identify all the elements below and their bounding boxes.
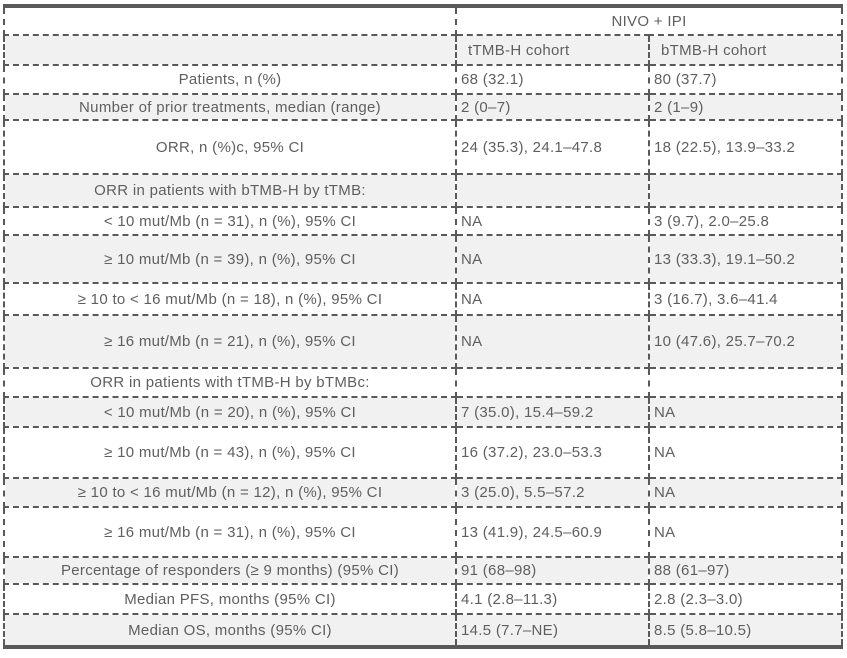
ttmb-value-cell: 14.5 (7.7–NE)	[455, 613, 650, 648]
ttmb-value-cell: NA	[455, 282, 650, 316]
table-body: Patients, n (%) 68 (32.1) 80 (37.7) Number …	[3, 64, 844, 648]
btmb-value-cell: 80 (37.7)	[647, 64, 844, 95]
table-row: ≥ 10 to < 16 mut/Mb (n = 18), n (%), 95%…	[3, 282, 844, 316]
btmb-value-cell: 88 (61–97)	[647, 556, 844, 585]
row-label-cell: ≥ 10 to < 16 mut/Mb (n = 12), n (%), 95%…	[3, 477, 457, 508]
ttmb-value-cell: 68 (32.1)	[455, 64, 650, 95]
btmb-value-cell: 10 (47.6), 25.7–70.2	[647, 314, 844, 369]
btmb-value-cell	[647, 173, 844, 208]
table-row: < 10 mut/Mb (n = 31), n (%), 95% CI NA 3 (…	[3, 206, 844, 236]
table-row: Median OS, months (95% CI) 14.5 (7.7–NE) 8…	[3, 613, 844, 648]
table-row: ORR, n (%)c, 95% CI 24 (35.3), 24.1–47.8 1…	[3, 119, 844, 175]
table-row: Percentage of responders (≥ 9 months) (9…	[3, 556, 844, 585]
row-label-cell: ORR in patients with bTMB-H by tTMB:	[3, 173, 457, 208]
table-row: Median PFS, months (95% CI) 4.1 (2.8–11.3…	[3, 583, 844, 615]
btmb-value-cell: NA	[647, 506, 844, 558]
btmb-value-cell: 13 (33.3), 19.1–50.2	[647, 234, 844, 284]
row-label-cell: Patients, n (%)	[3, 64, 457, 95]
column-header-row: tTMB-H cohort bTMB-H cohort	[3, 34, 844, 66]
row-label-cell: ORR, n (%)c, 95% CI	[3, 119, 457, 175]
btmb-value-cell: NA	[647, 396, 844, 428]
table-row: ≥ 10 mut/Mb (n = 43), n (%), 95% CI 16 (3…	[3, 426, 844, 479]
table-row: ≥ 10 to < 16 mut/Mb (n = 12), n (%), 95%…	[3, 477, 844, 508]
row-label-cell: < 10 mut/Mb (n = 31), n (%), 95% CI	[3, 206, 457, 236]
row-label-cell: ≥ 16 mut/Mb (n = 21), n (%), 95% CI	[3, 314, 457, 369]
table-row: ≥ 16 mut/Mb (n = 21), n (%), 95% CI NA 10 …	[3, 314, 844, 369]
row-label-cell: ≥ 10 mut/Mb (n = 43), n (%), 95% CI	[3, 426, 457, 479]
btmb-value-cell	[647, 367, 844, 398]
btmb-value-cell: 3 (9.7), 2.0–25.8	[647, 206, 844, 236]
ttmb-value-cell: NA	[455, 234, 650, 284]
table-row: Number of prior treatments, median (rang…	[3, 93, 844, 121]
row-label-cell: ≥ 10 mut/Mb (n = 39), n (%), 95% CI	[3, 234, 457, 284]
btmb-value-cell: 2 (1–9)	[647, 93, 844, 121]
row-label-cell: Median OS, months (95% CI)	[3, 613, 457, 648]
column-header-ttmb-cohort: tTMB-H cohort	[455, 34, 650, 66]
table-header: NIVO + IPI tTMB-H cohort bTMB-H cohort	[3, 5, 844, 66]
treatment-group-header: NIVO + IPI	[454, 5, 844, 36]
table-row: < 10 mut/Mb (n = 20), n (%), 95% CI 7 (35…	[3, 396, 844, 428]
btmb-value-cell: 8.5 (5.8–10.5)	[647, 613, 844, 648]
results-table: NIVO + IPI tTMB-H cohort bTMB-H cohort P…	[3, 4, 844, 649]
section-header-row: ORR in patients with tTMB-H by bTMBc:	[3, 367, 844, 398]
row-label-cell: Median PFS, months (95% CI)	[3, 583, 457, 615]
section-header-row: ORR in patients with bTMB-H by tTMB:	[3, 173, 844, 208]
ttmb-value-cell: 2 (0–7)	[455, 93, 650, 121]
table-row: Patients, n (%) 68 (32.1) 80 (37.7)	[3, 64, 844, 95]
btmb-value-cell: 3 (16.7), 3.6–41.4	[647, 282, 844, 316]
empty-header-cell	[3, 34, 457, 66]
ttmb-value-cell: 4.1 (2.8–11.3)	[455, 583, 650, 615]
row-label-cell: ≥ 16 mut/Mb (n = 31), n (%), 95% CI	[3, 506, 457, 558]
btmb-value-cell: 2.8 (2.3–3.0)	[647, 583, 844, 615]
corner-cell	[3, 5, 457, 36]
ttmb-value-cell: 16 (37.2), 23.0–53.3	[455, 426, 650, 479]
row-label-cell: Percentage of responders (≥ 9 months) (9…	[3, 556, 457, 585]
row-label-cell: < 10 mut/Mb (n = 20), n (%), 95% CI	[3, 396, 457, 428]
table-row: ≥ 10 mut/Mb (n = 39), n (%), 95% CI NA 13 …	[3, 234, 844, 284]
btmb-value-cell: 18 (22.5), 13.9–33.2	[647, 119, 844, 175]
row-label-cell: ≥ 10 to < 16 mut/Mb (n = 18), n (%), 95%…	[3, 282, 457, 316]
table-row: ≥ 16 mut/Mb (n = 31), n (%), 95% CI 13 (4…	[3, 506, 844, 558]
ttmb-value-cell: 24 (35.3), 24.1–47.8	[455, 119, 650, 175]
btmb-value-cell: NA	[647, 426, 844, 479]
ttmb-value-cell	[455, 173, 650, 208]
ttmb-value-cell: 3 (25.0), 5.5–57.2	[455, 477, 650, 508]
ttmb-value-cell: 13 (41.9), 24.5–60.9	[455, 506, 650, 558]
ttmb-value-cell: 91 (68–98)	[455, 556, 650, 585]
ttmb-value-cell: NA	[455, 206, 650, 236]
group-header-row: NIVO + IPI	[3, 5, 844, 36]
row-label-cell: ORR in patients with tTMB-H by bTMBc:	[3, 367, 457, 398]
column-header-btmb-cohort: bTMB-H cohort	[647, 34, 844, 66]
ttmb-value-cell	[455, 367, 650, 398]
ttmb-value-cell: NA	[455, 314, 650, 369]
ttmb-value-cell: 7 (35.0), 15.4–59.2	[455, 396, 650, 428]
row-label-cell: Number of prior treatments, median (rang…	[3, 93, 457, 121]
btmb-value-cell: NA	[647, 477, 844, 508]
